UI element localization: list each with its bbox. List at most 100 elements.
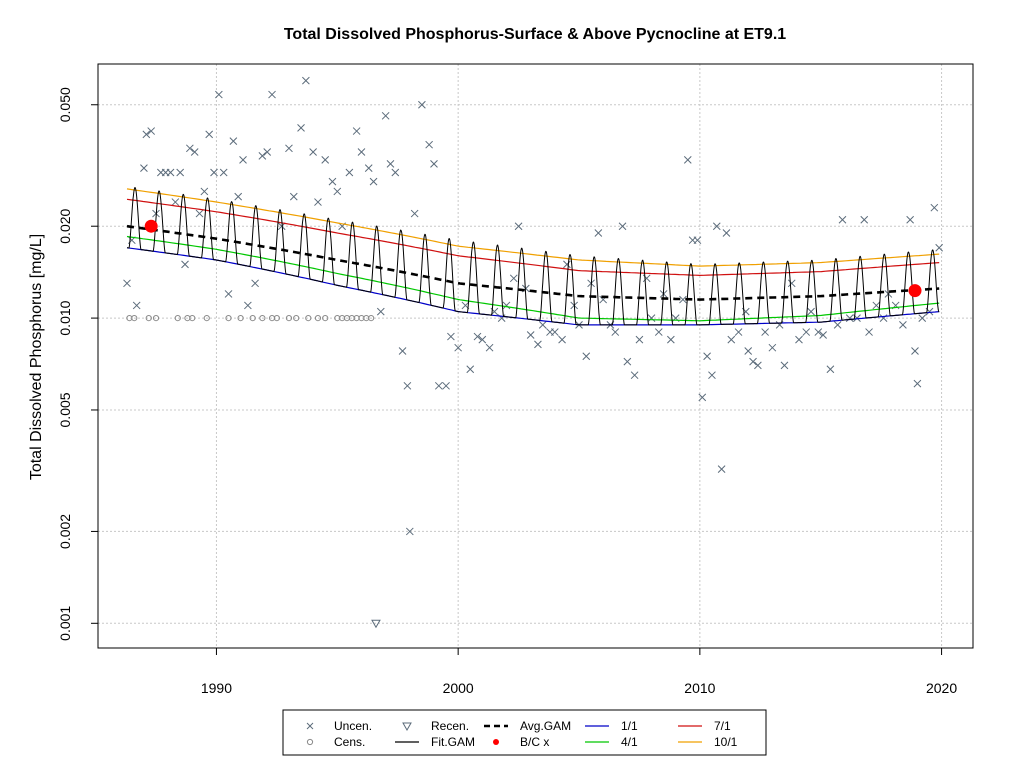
uncensored-point — [140, 164, 148, 172]
censored-point — [322, 314, 329, 322]
uncensored-point — [761, 328, 769, 336]
uncensored-point-stroke — [865, 328, 873, 336]
uncensored-point-stroke — [309, 148, 317, 156]
legend: Uncen. Cens. Recen. Fit.GAM Avg.GAM B/C x 1/1 4… — [282, 709, 767, 756]
uncensored-point — [263, 148, 272, 156]
uncensored-point-stroke — [654, 328, 663, 336]
legend-item-uncen: Uncen. — [306, 719, 372, 733]
uncensored-point — [727, 335, 736, 344]
uncensored-point — [509, 274, 518, 283]
uncensored-point-stroke — [147, 127, 156, 135]
uncensored-point — [195, 209, 204, 218]
uncensored-point — [845, 314, 854, 322]
uncensored-point-stroke — [741, 307, 750, 316]
uncensored-point-stroke — [391, 168, 400, 177]
gam-curve-d1 — [126, 247, 940, 326]
uncensored-point — [190, 148, 199, 156]
legend-item-recen: Recen. — [402, 719, 469, 733]
legend-item-d4: 4/1 — [585, 735, 638, 749]
uncensored-point-stroke — [819, 331, 827, 339]
uncensored-point — [865, 328, 873, 336]
uncensored-point-stroke — [215, 90, 223, 99]
uncensored-point-stroke — [761, 328, 769, 336]
uncensored-point — [538, 321, 547, 329]
x-tick-label: 2000 — [443, 680, 474, 696]
uncensored-point — [478, 335, 487, 344]
uncensored-point — [899, 321, 907, 329]
chart-title: Total Dissolved Phosphorus-Surface & Abo… — [284, 26, 786, 43]
bc-point — [144, 219, 158, 233]
uncensored-point-stroke — [381, 111, 390, 120]
y-axis-label: Total Dissolved Phosphorus [mg/L] — [28, 234, 45, 480]
uncensored-point — [485, 343, 494, 352]
uncensored-point-stroke — [176, 168, 185, 177]
uncensored-point-stroke — [717, 465, 726, 473]
uncensored-point — [683, 155, 692, 164]
uncensored-point-stroke — [497, 314, 506, 322]
uncensored-point — [698, 393, 707, 402]
uncensored-point-stroke — [142, 130, 151, 139]
bc-point — [908, 284, 922, 298]
uncensored-point — [176, 168, 185, 177]
censored-point — [305, 314, 312, 322]
uncensored-point-stroke — [239, 155, 247, 164]
uncensored-point-stroke — [369, 177, 378, 186]
uncensored-point-stroke — [425, 140, 433, 149]
uncensored-point-stroke — [538, 321, 547, 329]
uncensored-point — [703, 352, 711, 361]
uncensored-point — [712, 222, 721, 231]
legend-item-bc: B/C x — [493, 735, 549, 749]
uncensored-point — [754, 361, 762, 370]
uncensored-point-stroke — [171, 198, 180, 206]
legend-item-cens: Cens. — [306, 735, 365, 749]
uncensored-point-stroke — [749, 357, 757, 366]
uncensored-point — [229, 137, 238, 145]
uncensored-point-stroke — [195, 209, 204, 218]
uncensored-point — [403, 381, 412, 390]
uncensored-point-stroke — [814, 328, 823, 336]
uncensored-point — [630, 371, 639, 380]
legend-label: 4/1 — [621, 735, 638, 749]
uncensored-point-stroke — [913, 379, 922, 388]
uncensored-point — [333, 187, 342, 196]
gam-curve-d7 — [126, 198, 940, 277]
uncensored-point-stroke — [297, 124, 305, 132]
uncensored-point — [466, 365, 475, 374]
uncensored-point — [679, 295, 687, 304]
uncensored-point — [132, 301, 141, 310]
uncensored-point — [558, 335, 566, 344]
legend-label: Recen. — [431, 719, 469, 733]
uncensored-point — [611, 328, 620, 336]
legend-item-d1: 1/1 — [585, 719, 638, 733]
uncensored-point-stroke — [418, 100, 426, 109]
uncensored-point-stroke — [454, 343, 463, 352]
uncensored-point-stroke — [534, 340, 542, 349]
censored-point — [273, 314, 280, 322]
recensored-point — [371, 619, 381, 629]
x-tick-label: 2020 — [926, 680, 957, 696]
uncensored-point — [166, 168, 175, 177]
uncensored-point — [802, 328, 811, 336]
uncensored-point — [787, 279, 796, 288]
censored-point — [145, 314, 152, 322]
uncensored-point — [205, 130, 214, 139]
uncensored-point — [795, 335, 803, 344]
uncensored-point-stroke — [582, 352, 591, 361]
uncensored-point-stroke — [268, 90, 276, 99]
uncensored-point — [717, 465, 726, 473]
uncensored-point — [251, 279, 259, 288]
uncensored-point — [442, 381, 450, 390]
plot-frame — [97, 63, 974, 649]
uncensored-point — [405, 527, 414, 536]
uncensored-point — [386, 160, 395, 168]
uncensored-point-stroke — [787, 279, 796, 288]
legend-symbol-x — [306, 722, 314, 730]
censored-point — [249, 314, 256, 322]
uncensored-point — [268, 90, 276, 99]
uncensored-point — [357, 148, 366, 156]
uncensored-point-stroke — [434, 381, 443, 390]
uncensored-point-stroke — [611, 328, 620, 336]
uncensored-point-stroke — [526, 331, 535, 339]
censored-point — [131, 314, 138, 322]
uncensored-point-stroke — [683, 155, 692, 164]
